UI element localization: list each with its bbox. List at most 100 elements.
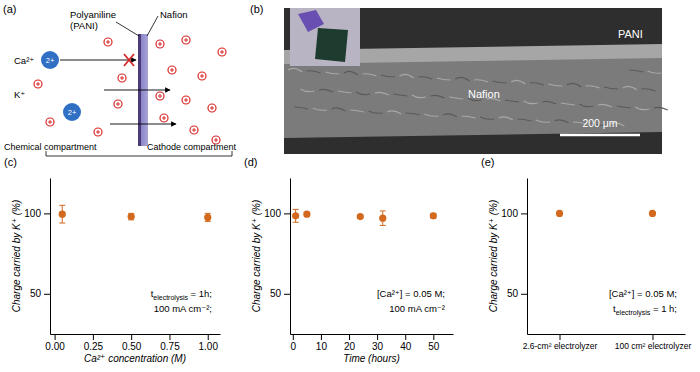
data-point: [303, 211, 310, 218]
k-ion: [46, 118, 54, 126]
tick-mark: [560, 334, 561, 340]
tick: 100: [501, 208, 527, 219]
annotation: telectrolysis = 1 h;: [613, 303, 677, 317]
tick-label: 100: [24, 208, 41, 219]
texture: [319, 89, 333, 92]
texture: [307, 71, 321, 73]
pani-sheet: [315, 28, 348, 62]
data-point: [292, 212, 299, 219]
texture: [499, 117, 513, 120]
k-ion: [168, 66, 176, 74]
sem-background: [284, 8, 662, 154]
y-axis: 50 100: [501, 179, 527, 335]
tick: 40: [400, 334, 412, 352]
k-ion-plus: [158, 42, 162, 46]
compartment-label: Chemical compartment: [4, 142, 97, 152]
ca-ion: [63, 103, 81, 121]
texture: [629, 70, 643, 72]
tick-mark: [433, 334, 434, 340]
data-point: [128, 213, 135, 220]
tick-mark: [208, 334, 209, 340]
tick-label: 0.25: [84, 341, 104, 352]
tick-mark: [521, 294, 527, 295]
tick: 10: [316, 334, 328, 352]
x-axis-label: Ca²⁺ concentration (M): [84, 353, 186, 364]
axis-line: [50, 179, 51, 335]
texture: [617, 106, 631, 108]
data-point: [556, 210, 563, 217]
tick: 50: [507, 288, 527, 299]
texture: [505, 100, 519, 102]
k-ion: [94, 128, 102, 136]
arrow: [110, 124, 176, 125]
texture: [462, 116, 476, 118]
tick-mark: [521, 213, 527, 214]
ion-label: Ca²⁺: [14, 55, 34, 66]
texture: [418, 77, 432, 79]
nafion-label: Nafion: [160, 9, 187, 20]
y-axis: 50100: [24, 179, 50, 335]
error-bar: [205, 213, 211, 221]
ca-ion: [41, 51, 59, 69]
axis-line: [528, 334, 686, 335]
tick-label: 2.6-cm² electrolyzer: [523, 341, 598, 351]
ion-label: K⁺: [14, 89, 25, 100]
y-axis-label: Charge carried by K⁺ (%): [488, 200, 499, 313]
x-axis: 2.6-cm² electrolyzer100 cm² electrolyzer: [523, 334, 692, 351]
tick-mark: [44, 294, 50, 295]
k-ion-plus: [116, 102, 120, 106]
leader-line: [116, 22, 139, 36]
y-axis-label: Charge carried by K⁺ (%): [251, 200, 262, 313]
tick-label: 0.50: [122, 341, 142, 352]
annotation-part: = 1 h;: [650, 303, 677, 314]
texture: [406, 113, 420, 115]
plot-area: [556, 210, 656, 217]
tick: 1.00: [199, 334, 219, 352]
tick-mark: [377, 334, 378, 340]
annotation-part: electrolysis: [616, 309, 651, 317]
texture: [604, 87, 618, 89]
scale-bar: [560, 134, 640, 137]
x-axis-label: Time (hours): [343, 353, 400, 364]
k-ion-plus: [192, 128, 196, 132]
texture: [387, 111, 401, 114]
texture: [338, 91, 352, 93]
annotation: 100 mA cm⁻²: [389, 303, 445, 314]
pani-label: (PANI): [70, 20, 98, 31]
compartment-label: Cathode compartment: [147, 142, 237, 152]
ion-charge: 2+: [68, 108, 77, 117]
tick-label: 30: [372, 341, 384, 352]
data-point: [204, 214, 211, 221]
annotation-part: [Ca²⁺] = 0.05 M;: [377, 288, 445, 299]
texture: [369, 111, 383, 113]
k-ion-plus: [120, 76, 124, 80]
tick: 50: [428, 334, 440, 352]
tick-label: 100: [264, 208, 281, 219]
texture: [350, 110, 364, 112]
tick-label: 50: [507, 288, 519, 299]
k-ion: [160, 114, 168, 122]
texture: [362, 74, 376, 76]
chart: 50 100 2.6-cm² electrolyzer100 cm² electro…: [481, 156, 691, 351]
k-ion: [182, 96, 190, 104]
annotation-part: = 1h;: [188, 288, 212, 299]
texture: [437, 78, 451, 80]
axis-line: [291, 334, 454, 335]
k-ion-plus: [162, 116, 166, 120]
leader-line: [147, 16, 158, 36]
layer-label: Nafion: [468, 88, 500, 100]
texture: [400, 74, 414, 78]
tick-label: 0: [291, 341, 297, 352]
axis-line: [527, 179, 528, 335]
tick: 50: [270, 288, 290, 299]
texture: [635, 107, 649, 110]
tick-mark: [284, 213, 290, 214]
tick: 20: [344, 334, 356, 352]
texture: [300, 89, 314, 92]
texture: [449, 97, 463, 99]
texture: [579, 104, 593, 107]
tick: 0.00: [45, 334, 65, 352]
arrow: [104, 90, 170, 91]
texture: [555, 120, 569, 123]
tick: 0: [291, 334, 297, 352]
